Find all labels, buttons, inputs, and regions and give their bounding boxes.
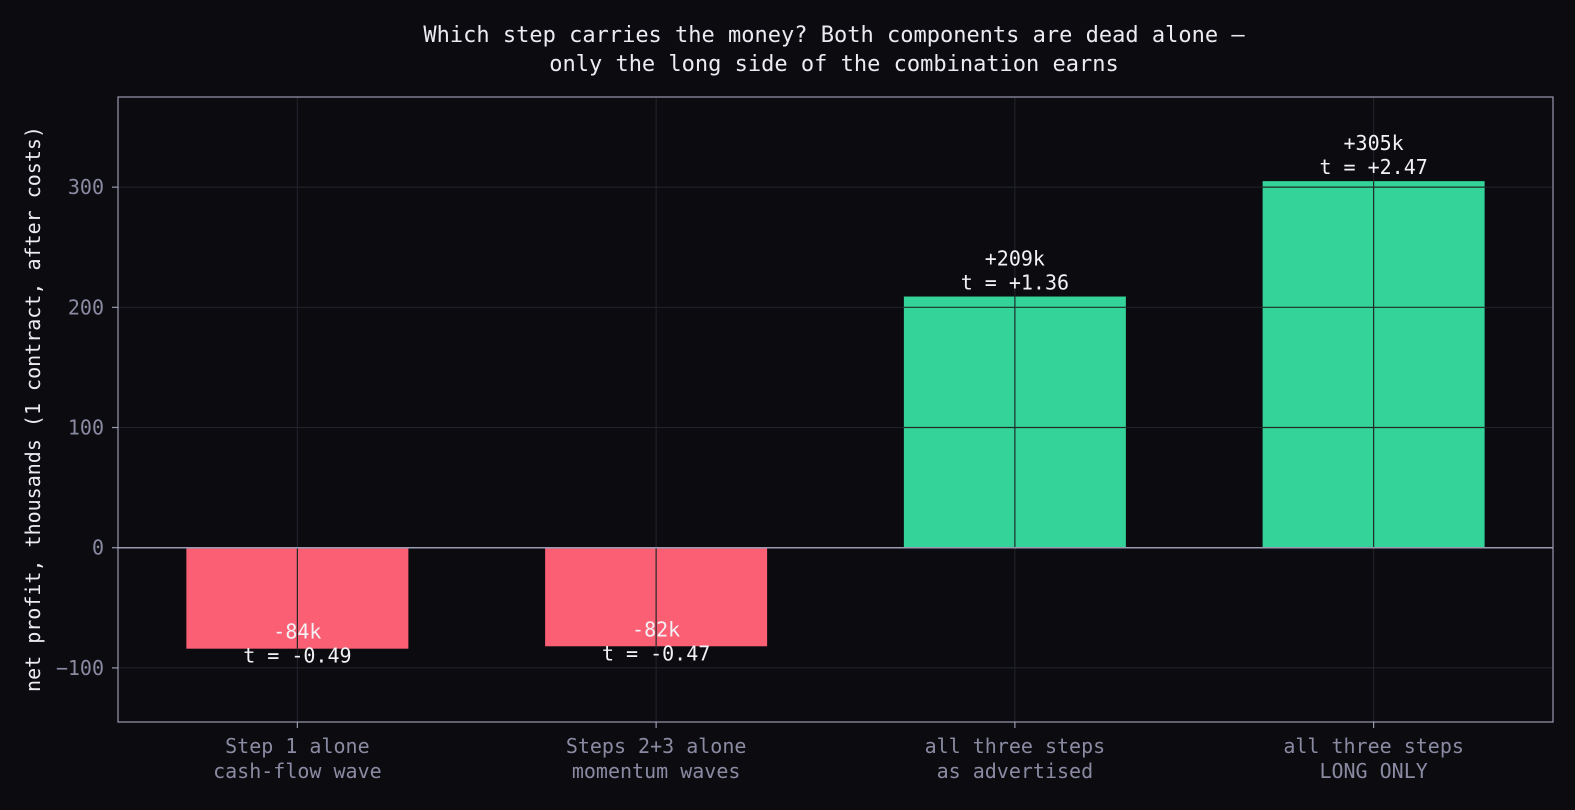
y-tick-label: 300: [68, 175, 104, 199]
x-tick-label: as advertised: [937, 759, 1094, 783]
x-tick-label: Step 1 alone: [225, 734, 370, 758]
bar-data-label: +209k: [985, 247, 1045, 271]
bar-data-label: t = -0.49: [243, 644, 351, 668]
bar-data-label: t = +1.36: [961, 271, 1069, 295]
overlay-layer: [117, 96, 1554, 723]
x-tick-label: all three steps: [1283, 734, 1464, 758]
x-tick-label: cash-flow wave: [213, 759, 382, 783]
y-tick-label: 200: [68, 295, 104, 319]
y-tick-label: 100: [68, 416, 104, 440]
bar-data-label: -84k: [273, 620, 321, 644]
x-tick-label: Steps 2+3 alone: [566, 734, 747, 758]
chart-title-line-1: Which step carries the money? Both compo…: [423, 23, 1245, 48]
x-tick-label: LONG ONLY: [1319, 759, 1427, 783]
chart-title-line-2: only the long side of the combination ea…: [549, 52, 1119, 77]
y-tick-label: −100: [56, 656, 104, 680]
bar-data-label: t = -0.47: [602, 641, 710, 665]
bar-data-label: -82k: [632, 617, 680, 641]
bar-data-label: +305k: [1344, 131, 1404, 155]
x-tick-label: momentum waves: [572, 759, 741, 783]
y-axis-label: net profit, thousands (1 contract, after…: [21, 126, 45, 692]
x-tick-label: all three steps: [925, 734, 1106, 758]
axes-frame: [117, 96, 1554, 723]
y-tick-label: 0: [92, 536, 104, 560]
bar-data-label: t = +2.47: [1319, 155, 1427, 179]
